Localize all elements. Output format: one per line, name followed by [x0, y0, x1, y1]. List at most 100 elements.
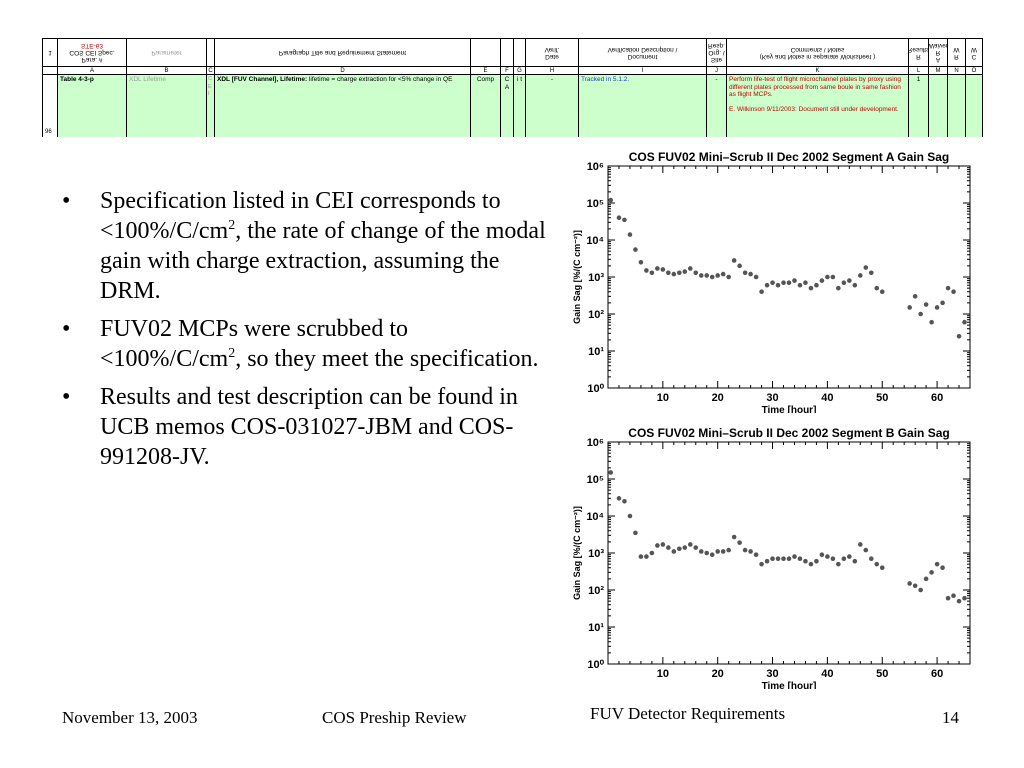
bullet-dot: • [62, 316, 71, 342]
data-point [858, 273, 863, 278]
x-axis-label: Time [hour] [762, 405, 817, 413]
data-point [742, 270, 748, 276]
header-col-g [514, 39, 526, 67]
footer-section: FUV Detector Requirements [590, 704, 786, 723]
header-col-1: 1 [43, 39, 58, 67]
data-point [847, 278, 852, 283]
letter-h: H [526, 67, 579, 75]
data-point [627, 513, 633, 519]
data-point [759, 561, 764, 567]
data-point [951, 593, 956, 599]
y-tick-label: 10⁵ [587, 198, 604, 210]
data-point [874, 561, 880, 567]
x-tick-label: 60 [931, 668, 943, 680]
x-tick-label: 30 [766, 392, 778, 404]
cell-results: 1 [909, 75, 929, 137]
data-point [682, 269, 688, 274]
data-point [660, 267, 666, 272]
bullet-text: Specification listed in CEI corresponds … [100, 188, 501, 244]
y-tick-label: 10¹ [588, 622, 604, 634]
letter-g: G [514, 67, 526, 75]
data-point [830, 274, 836, 280]
data-point [666, 545, 671, 550]
cell-requirement: XDL [FUV Channel], Lifetime: lifetime = … [215, 75, 471, 137]
data-point [715, 273, 720, 278]
data-point [858, 542, 863, 547]
letter-f: F [501, 67, 514, 75]
y-tick-label: 10⁵ [587, 474, 604, 486]
data-point [781, 280, 786, 286]
header-col-a: Para. # COS CEI Spec. STE-63 [58, 39, 127, 67]
data-point [841, 280, 847, 286]
plot-frame [607, 441, 971, 665]
cell-n [948, 75, 966, 137]
cell-spec: Table 4-3-p [58, 75, 127, 137]
data-point [852, 282, 858, 288]
y-axis-label: Gain Sag [%/(C cm⁻²)] [572, 506, 582, 600]
chart-title: COS FUV02 Mini–Scrub II Dec 2002 Segment… [628, 426, 949, 440]
data-point [912, 583, 918, 589]
letter-e: E [471, 67, 501, 75]
data-point [687, 266, 693, 271]
data-point [797, 282, 803, 288]
data-point [847, 554, 852, 559]
bullet-dot: • [62, 188, 71, 214]
header-col-j: Site Org. \ Resp. [707, 39, 727, 67]
data-point [792, 554, 797, 559]
x-tick-label: 10 [657, 668, 669, 680]
data-point [879, 565, 885, 571]
y-tick-label: 10⁶ [587, 437, 604, 449]
data-point [808, 285, 814, 291]
spreadsheet-data-row: 96 Table 4-3-p XDL Lifetime C E I XDL [F… [43, 75, 982, 137]
data-point [934, 561, 940, 567]
letter-a: A [58, 67, 127, 75]
data-point [753, 274, 759, 280]
bullet-text: Results and test description can be foun… [100, 384, 518, 470]
letter-n: N [948, 67, 966, 75]
data-point [814, 558, 819, 564]
data-point [814, 282, 819, 288]
y-tick-label: 10³ [588, 272, 604, 284]
y-axis-label: Gain Sag [%/(C cm⁻²)] [572, 230, 582, 324]
data-point [720, 271, 726, 277]
bullet-item: • Specification listed in CEI corresponds… [58, 186, 548, 306]
x-tick-label: 60 [931, 392, 943, 404]
cell-j: - [707, 75, 727, 137]
data-point [633, 247, 638, 252]
data-point [825, 554, 830, 559]
header-col-h: Date Verif. [526, 39, 579, 67]
data-point [660, 542, 666, 547]
data-point [698, 273, 704, 278]
letter-m: M [929, 67, 948, 75]
x-tick-label: 40 [821, 668, 833, 680]
data-point [633, 530, 638, 536]
data-point [956, 333, 962, 339]
data-point [918, 311, 923, 317]
data-point [786, 556, 792, 562]
data-point [945, 595, 951, 601]
data-point [770, 280, 775, 286]
x-tick-label: 40 [821, 392, 833, 404]
letter-d: D [215, 67, 471, 75]
data-point [940, 300, 945, 306]
spreadsheet-header-row: 1 Para. # COS CEI Spec. STE-63 Parameter P… [43, 39, 982, 67]
data-point [819, 552, 825, 557]
data-point [638, 259, 644, 265]
data-point [918, 587, 923, 593]
cell-f: C A [501, 75, 514, 137]
data-point [852, 558, 858, 564]
data-point [945, 285, 951, 291]
data-point [627, 232, 633, 237]
data-point [770, 556, 775, 562]
row-number: 96 [43, 75, 58, 137]
data-point [655, 266, 660, 271]
gain-sag-chart-segment-a: COS FUV02 Mini–Scrub II Dec 2002 Segment… [572, 150, 971, 413]
data-point [962, 595, 967, 601]
data-point [720, 549, 726, 554]
data-point [709, 274, 715, 280]
data-point [726, 274, 731, 280]
y-tick-label: 10⁴ [586, 511, 604, 523]
data-point [830, 556, 836, 562]
x-tick-label: 20 [712, 668, 724, 680]
letter-b: B [127, 67, 207, 75]
